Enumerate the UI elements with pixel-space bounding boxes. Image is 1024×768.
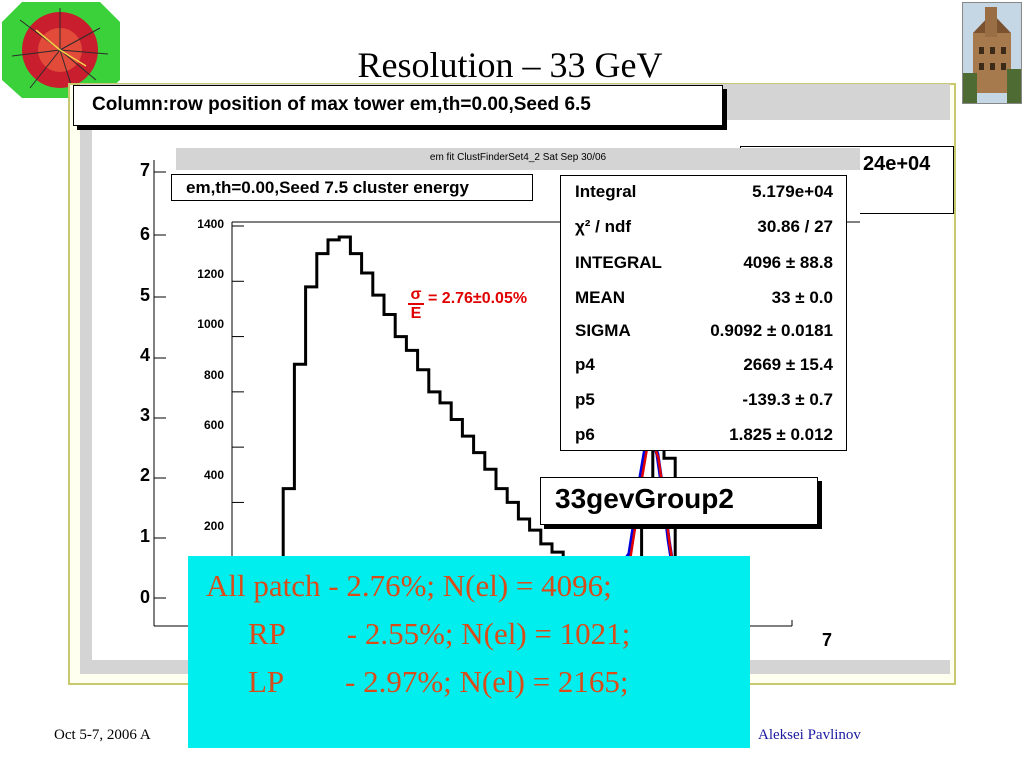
back-y-tick: 5 [139,285,150,305]
stat-row: Integral 5.179e+04 [575,182,833,216]
results-notes-box: All patch - 2.76%; N(el) = 4096; RP - 2.… [188,556,750,748]
y-tick-marks [232,225,244,559]
stat-value: 1.825 ± 0.012 [729,425,833,444]
stat-row: p6 1.825 ± 0.012 [575,425,833,459]
y-tick-label: 1000 [197,317,224,331]
back-y-tick: 6 [139,224,150,244]
y-tick-label: 200 [203,519,224,533]
back-plot-title: Column:row position of max tower em,th=0… [73,85,723,126]
y-tick-label: 600 [203,418,224,432]
y-tick-label: 1400 [197,217,224,231]
sigma-symbol: σ [408,286,424,305]
stat-value: 5.179e+04 [752,182,833,201]
back-y-tick: 2 [139,465,150,485]
stat-name: χ² / ndf [575,217,632,236]
back-y-tick: 7 [139,160,150,180]
footer-date: Oct 5-7, 2006 A [54,727,151,743]
front-plot-title: em,th=0.00,Seed 7.5 cluster energy [171,174,533,201]
stat-name: INTEGRAL [575,253,662,272]
stat-value: 33 ± 0.0 [771,288,833,307]
stat-name: p5 [575,390,595,409]
stat-name: p4 [575,355,595,374]
building-photo [962,2,1022,104]
back-y-tick: 1 [139,526,150,546]
energy-symbol: E [410,305,422,322]
detector-event-logo: ALI [0,0,122,125]
back-y-tick: 0 [139,587,150,607]
stat-value: -139.3 ± 0.7 [742,390,833,409]
fit-stats-box: Integral 5.179e+04 χ² / ndf 30.86 / 27 I… [560,175,847,451]
notes-line-lp: LP - 2.97%; N(el) = 2165; [248,664,629,699]
sigma-over-e-fraction: σ E [408,286,424,322]
stat-name: Integral [575,182,637,201]
stat-value: 0.9092 ± 0.0181 [710,321,833,340]
notes-line-all-patch: All patch - 2.76%; N(el) = 4096; [206,568,612,603]
front-canvas-header: em fit ClustFinderSet4_2 Sat Sep 30/06 [176,148,860,170]
stat-value: 30.86 / 27 [757,217,833,236]
stat-row: p5 -139.3 ± 0.7 [575,390,833,424]
stat-name: p6 [575,425,595,444]
stat-name: SIGMA [575,321,631,340]
footer-author: Aleksei Pavlinov [758,727,861,743]
slide-title: Resolution – 33 GeV [357,45,663,85]
stat-row: SIGMA 0.9092 ± 0.0181 [575,321,833,355]
back-y-tick: 4 [139,345,150,365]
y-tick-label: 800 [203,368,224,382]
back-y-tick: 3 [139,405,150,425]
y-tick-label: 400 [203,468,224,482]
back-x-tick: 7 [821,630,832,650]
stat-row: INTEGRAL 4096 ± 88.8 [575,253,833,287]
stat-row: MEAN 33 ± 0.0 [575,288,833,322]
stat-name: MEAN [575,288,626,307]
stat-row: p4 2669 ± 15.4 [575,355,833,389]
y-tick-label: 1200 [197,267,224,281]
stat-value: 4096 ± 88.8 [743,253,833,272]
group-label: 33gevGroup2 [540,477,818,525]
sigma-value: = 2.76±0.05% [428,290,528,307]
stat-row: χ² / ndf 30.86 / 27 [575,217,833,251]
stat-value: 2669 ± 15.4 [743,355,833,374]
notes-line-rp: RP - 2.55%; N(el) = 1021; [248,616,631,651]
